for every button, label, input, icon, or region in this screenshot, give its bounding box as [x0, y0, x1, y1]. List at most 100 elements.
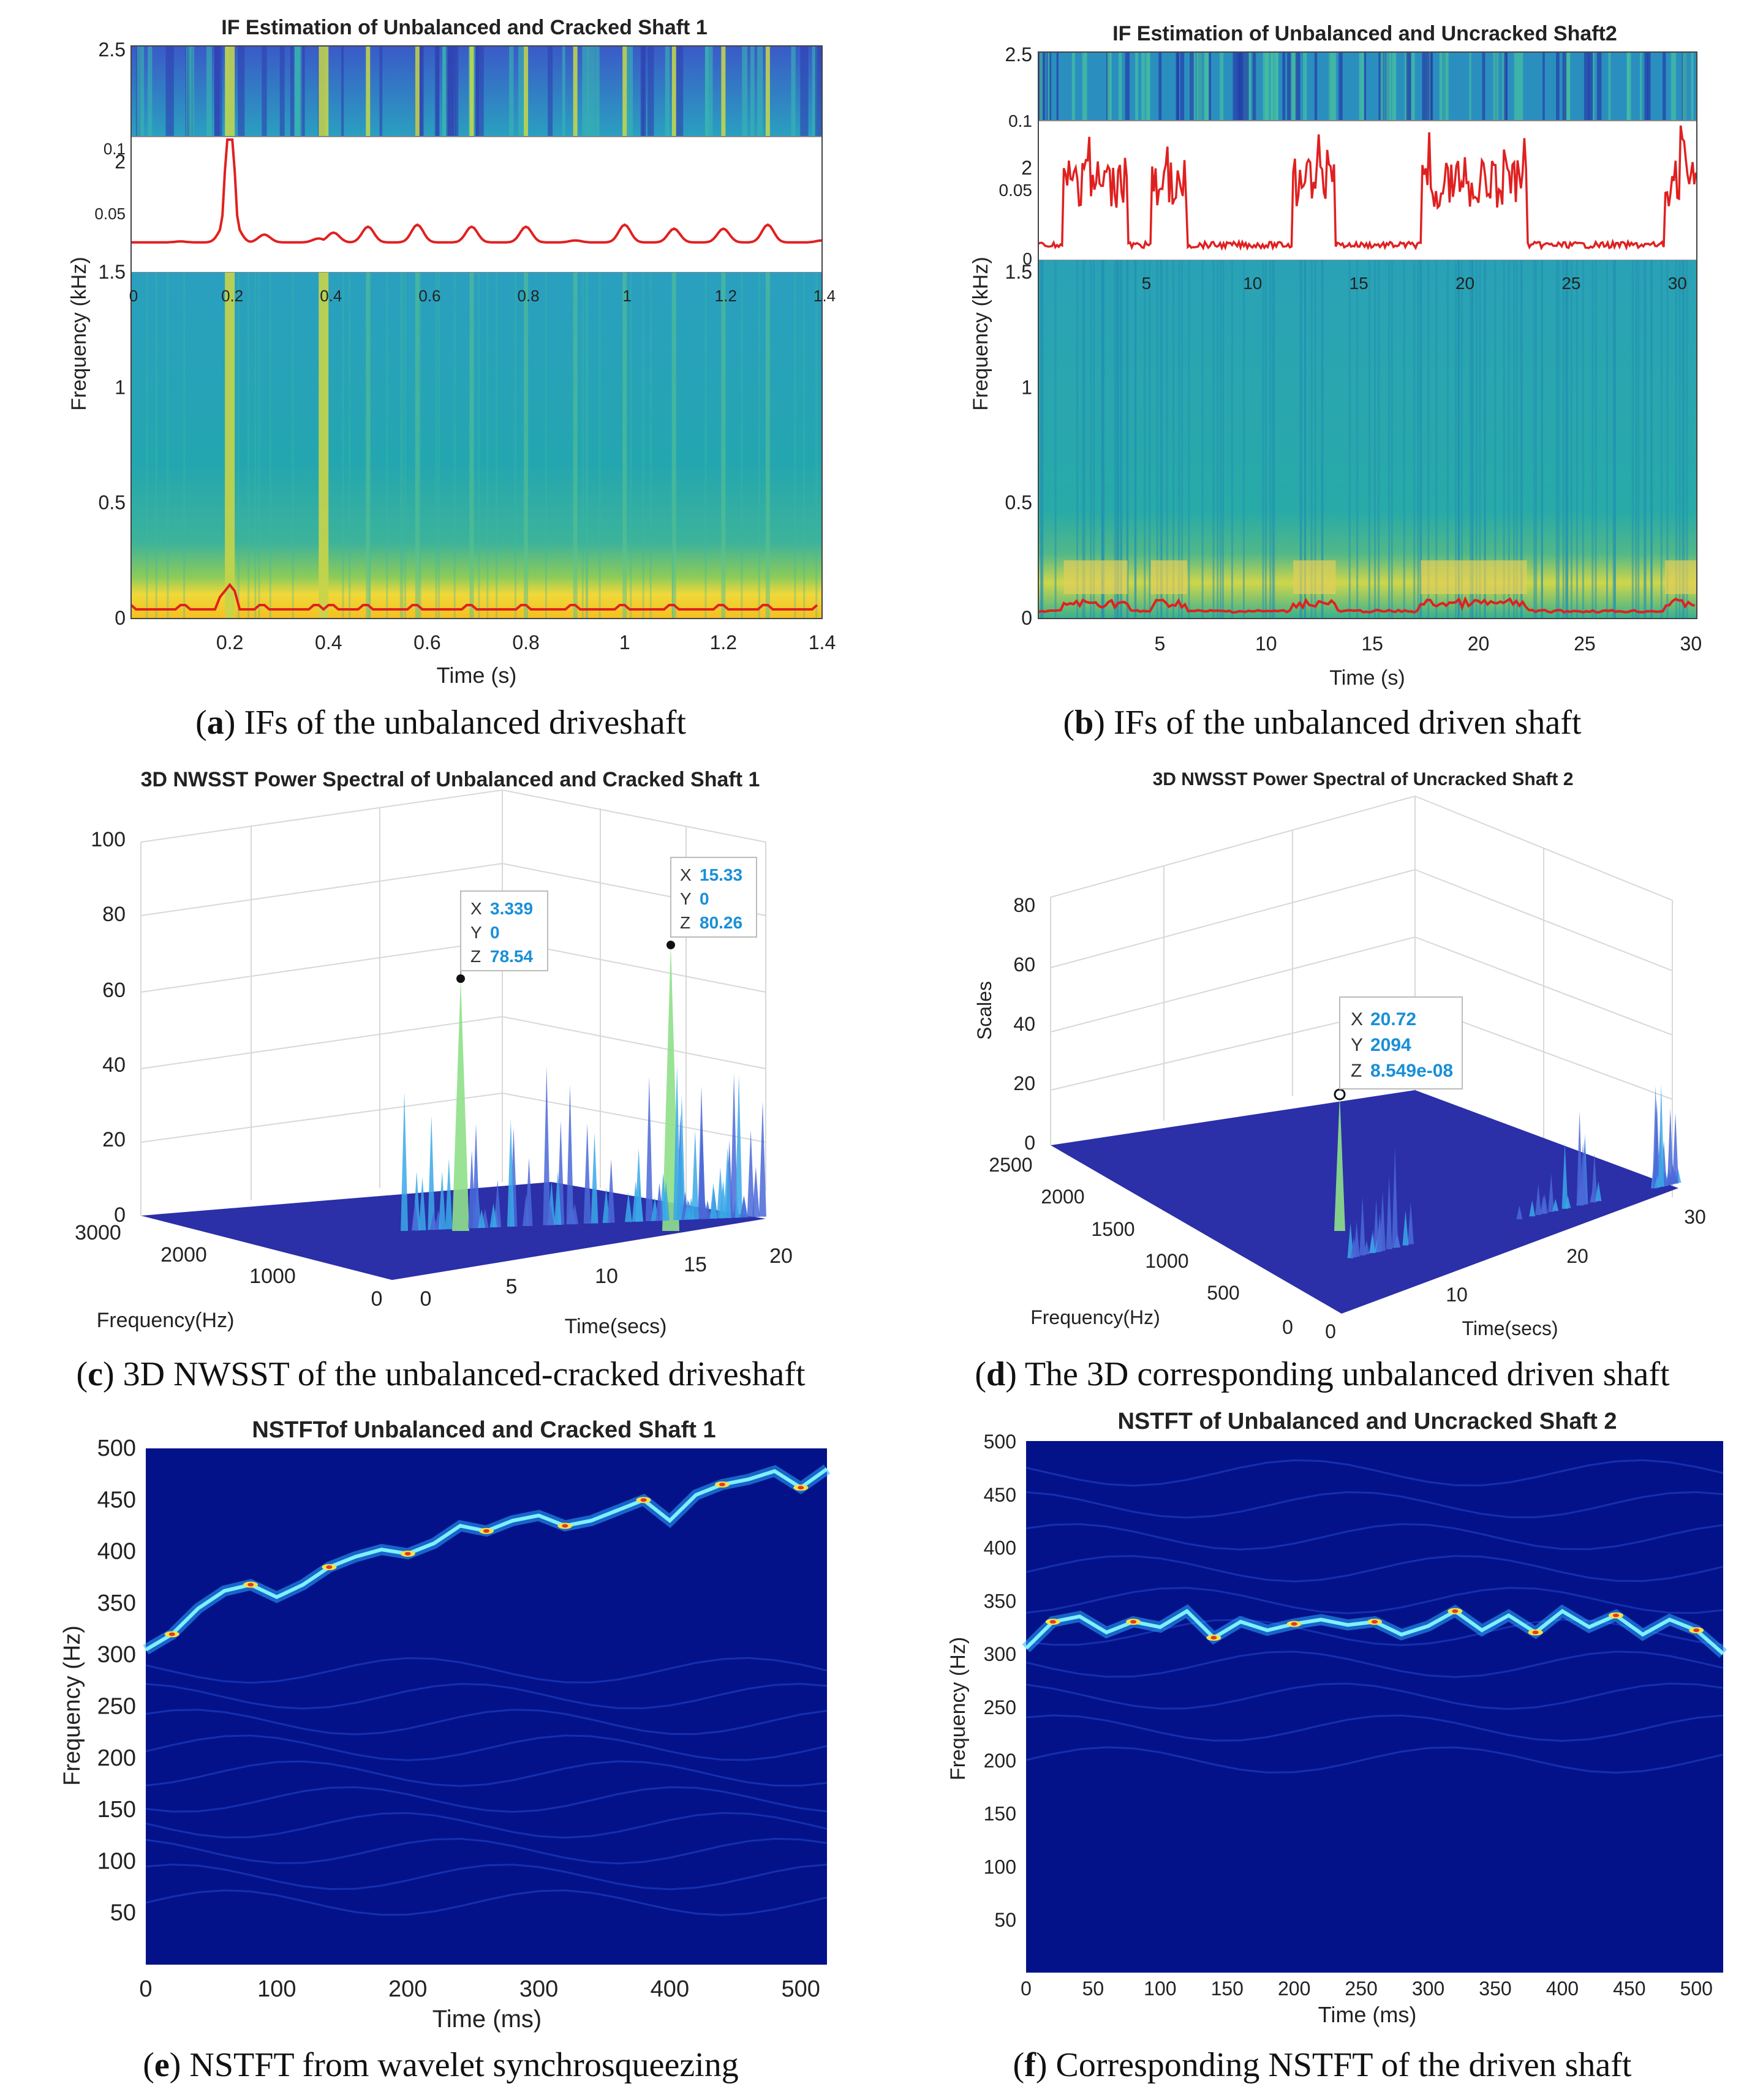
panel-a-top-stripe — [475, 46, 484, 137]
panel-b-inset-ytick: 0.1 — [1008, 111, 1032, 130]
panel-d-spike — [1516, 1205, 1523, 1219]
panel-b-top-stripe — [1048, 52, 1050, 121]
panel-b-top-stripe — [1328, 52, 1332, 121]
panel-a-top-stripe — [214, 46, 222, 137]
panel-b-top-stripe — [1394, 52, 1397, 121]
panel-b-faint-stripe — [1212, 260, 1215, 619]
panel-e-ytick: 350 — [97, 1590, 136, 1616]
panel-e-trace — [145, 1709, 828, 1736]
panel-b-top-stripe — [1542, 52, 1545, 121]
panel-b-top-stripe — [1556, 52, 1560, 121]
panel-a-top-stripe — [675, 46, 684, 137]
panel-a-faint-stripe — [478, 273, 480, 619]
panel-b-faint-stripe — [1273, 260, 1275, 619]
panel-e-ytick: 400 — [97, 1539, 136, 1565]
panel-c-spike — [655, 1183, 663, 1221]
panel-d-spike — [1535, 1184, 1542, 1215]
panel-a-faint-stripe — [671, 273, 674, 619]
panel-b-faint-stripe — [1101, 260, 1103, 619]
panel-c-xtick: 20 — [769, 1244, 793, 1268]
panel-b-top-stripe — [1263, 52, 1267, 121]
panel-c-spike — [709, 1183, 717, 1219]
panel-a-faint-stripe — [815, 273, 818, 619]
panel-f-hot-core — [1532, 1630, 1539, 1635]
panel-e-trace — [145, 1786, 828, 1813]
panel-b-top-stripe — [1125, 52, 1130, 121]
panel-b-top-stripe — [1503, 52, 1508, 121]
panel-b-faint-stripe — [1304, 260, 1307, 619]
panel-d-spike — [1552, 1199, 1559, 1211]
panel-c-datatip-2-box[interactable] — [670, 857, 757, 938]
panel-b-top-stripe — [1386, 52, 1392, 121]
panel-d-datatip-box[interactable] — [1339, 996, 1463, 1090]
panel-a-top-stripe — [262, 46, 267, 137]
panel-a-if-curve — [131, 138, 823, 244]
panel-c-datatip-1-box[interactable] — [460, 890, 548, 971]
panel-b-faint-stripe — [1682, 260, 1684, 619]
panel-b-top-stripe — [1275, 52, 1278, 121]
panel-b-top-stripe — [1584, 52, 1590, 121]
panel-b-xtick: 30 — [1680, 633, 1702, 655]
panel-b-energy-band — [1664, 560, 1697, 594]
panel-f-ytick: 350 — [984, 1590, 1016, 1612]
panel-e-hot-core — [404, 1551, 411, 1556]
panel-a-top-bright-stripe — [721, 46, 726, 137]
panel-b-faint-stripe — [1533, 260, 1536, 619]
panel-b-faint-stripe — [1231, 260, 1233, 619]
panel-b-top-stripe — [1303, 52, 1307, 121]
panel-a-inset-ytick: 0.05 — [94, 205, 126, 223]
panel-b-faint-stripe — [1458, 260, 1460, 619]
panel-f-trace — [1025, 1682, 1724, 1710]
panel-c-spike — [546, 1203, 554, 1225]
panel-a-faint-stripe — [496, 273, 498, 619]
panel-b-faint-stripe — [1606, 260, 1608, 619]
panel-c-spike — [429, 1211, 437, 1230]
panel-b-if-inset — [1038, 120, 1697, 261]
panel-f-hot-core — [1130, 1620, 1137, 1624]
panel-b-inset-xtick: 25 — [1561, 274, 1580, 293]
panel-f-xtick: 300 — [1412, 1978, 1444, 2000]
panel-c-xtick: 15 — [684, 1253, 707, 1276]
panel-b-faint-stripe — [1117, 260, 1119, 619]
panel-b-xtick: 15 — [1361, 633, 1383, 655]
panel-b-faint-stripe — [1516, 260, 1518, 619]
panel-a-top-stripe — [750, 46, 755, 137]
panel-d-spike — [1350, 1237, 1357, 1258]
panel-b-faint-stripe — [1417, 260, 1419, 619]
panel-c-spike — [566, 1085, 574, 1225]
caption-d: (d) The 3D corresponding unbalanced driv… — [975, 1355, 1670, 1393]
panel-b-faint-stripe — [1660, 260, 1663, 619]
panel-f-xtick: 400 — [1546, 1978, 1579, 2000]
panel-b-top-stripe — [1359, 52, 1363, 121]
panel-b-top-stripe — [1514, 52, 1519, 121]
panel-c-spike — [468, 1150, 476, 1229]
panel-c-xtick: 5 — [506, 1275, 518, 1298]
panel-f-hot-core — [1372, 1620, 1378, 1624]
panel-e-title: NSTFTof Unbalanced and Cracked Shaft 1 — [252, 1417, 715, 1443]
panel-b-top-stripe — [1647, 52, 1651, 121]
panel-a-xtick: 0.2 — [216, 631, 243, 653]
panel-b-inset-xtick: 15 — [1350, 274, 1368, 293]
panel-d-spike — [1376, 1213, 1383, 1252]
panel-c-spike — [758, 1101, 766, 1217]
panel-c-ztick: 60 — [102, 979, 126, 1002]
panel-b-faint-stripe — [1300, 260, 1302, 619]
panel-c-spike — [494, 1180, 502, 1227]
panel-a-faint-stripe — [292, 273, 294, 619]
panel-a-top-stripe — [800, 46, 809, 137]
panel-d-spike — [1529, 1200, 1536, 1217]
panel-f-hot-core — [1452, 1609, 1459, 1613]
panel-a-xtick: 1.2 — [710, 631, 737, 653]
panel-a-top-stripe — [300, 46, 305, 137]
panel-a-top-stripe — [791, 46, 796, 137]
panel-b-top-stripe — [1119, 52, 1122, 121]
panel-a-top-stripe — [587, 46, 595, 137]
panel-a-xtick: 1 — [619, 631, 630, 653]
panel-b-faint-stripe — [1188, 260, 1190, 619]
panel-a-bright-stripe — [366, 273, 371, 619]
panel-c-spike — [543, 1066, 551, 1225]
panel-b-top-stripe — [1238, 52, 1244, 121]
panel-b-faint-stripe — [1378, 260, 1380, 619]
panel-f-trace — [1025, 1746, 1724, 1774]
panel-a-top-stripe — [585, 46, 589, 137]
